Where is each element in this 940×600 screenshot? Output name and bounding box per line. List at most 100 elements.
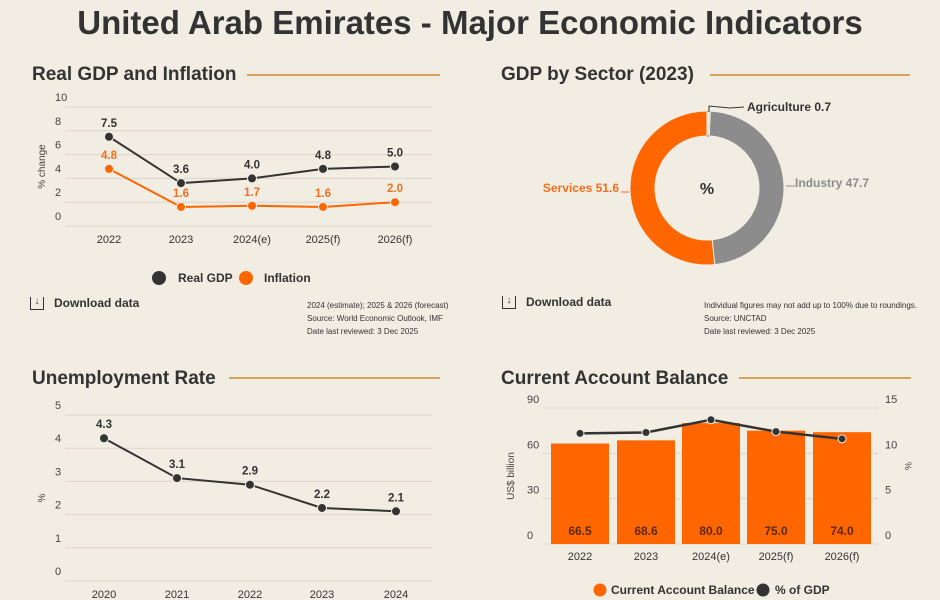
download-data-button[interactable]: ↓ Download data — [502, 295, 611, 309]
data-point — [247, 173, 257, 184]
title-rule — [710, 74, 910, 76]
slice-label: Services 51.6 — [543, 181, 619, 195]
bar-label: 80.0 — [699, 524, 723, 538]
y-tick-label: 5 — [55, 400, 61, 412]
data-point — [104, 163, 114, 174]
title-rule — [229, 377, 440, 379]
y-tick-label: 30 — [527, 485, 539, 497]
title-rule — [247, 74, 440, 76]
data-point — [176, 178, 186, 189]
bar — [747, 430, 805, 544]
data-label: 7.5 — [101, 118, 118, 130]
x-tick-label: 2024(e) — [233, 234, 271, 246]
data-label: 4.3 — [96, 419, 112, 431]
y-tick-label: 10 — [55, 92, 67, 104]
note-line: Source: World Economic Outlook, IMF — [307, 314, 443, 323]
data-label: 1.6 — [315, 188, 331, 200]
y-tick-label: 0 — [55, 566, 61, 578]
slice-label: Industry 47.7 — [795, 176, 869, 190]
data-point — [172, 473, 182, 484]
bar — [682, 423, 740, 544]
x-tick-label: 2026(f) — [825, 551, 860, 563]
download-label: Download data — [54, 296, 140, 310]
data-label: 1.7 — [244, 187, 260, 199]
data-label: 2.1 — [388, 492, 405, 504]
legend-label: % of GDP — [775, 583, 830, 597]
legend-label: Real GDP — [178, 271, 233, 285]
bar-label: 74.0 — [830, 524, 854, 538]
y-tick-label: 1 — [55, 533, 61, 545]
x-tick-label: 2023 — [310, 589, 334, 600]
page-title: United Arab Emirates - Major Economic In… — [77, 4, 863, 41]
y-axis-label: % — [37, 493, 48, 502]
data-point — [176, 201, 186, 212]
y-right-axis-label: % — [903, 462, 913, 470]
center-label: % — [700, 181, 714, 198]
data-point — [245, 479, 255, 490]
data-label: 1.6 — [173, 188, 189, 200]
x-tick-label: 2025(f) — [759, 551, 794, 563]
y-tick-label: 2 — [55, 187, 61, 199]
data-point — [706, 415, 716, 425]
x-tick-label: 2022 — [238, 589, 262, 600]
x-tick-label: 2025(f) — [306, 234, 341, 246]
legend-marker — [756, 583, 770, 597]
x-tick-label: 2023 — [169, 234, 193, 246]
donut-slice — [629, 110, 716, 266]
bar — [617, 440, 675, 544]
data-label: 4.0 — [244, 159, 260, 171]
data-point — [641, 427, 651, 437]
data-point — [318, 201, 328, 212]
chart-notes: 2024 (estimate); 2025 & 2026 (forecast) … — [307, 299, 448, 338]
legend-marker — [152, 271, 166, 285]
y-tick-label: 0 — [55, 211, 61, 223]
note-line: Individual figures may not add up to 100… — [704, 301, 918, 310]
data-label: 2.2 — [314, 489, 330, 501]
legend-label: Current Account Balance — [611, 583, 755, 597]
current-account-title: Current Account Balance — [501, 368, 729, 389]
note-line: Date last reviewed: 3 Dec 2025 — [704, 327, 816, 336]
data-point — [771, 427, 781, 437]
data-point — [390, 197, 400, 208]
data-point — [575, 428, 585, 438]
note-line: Source: UNCTAD — [704, 314, 767, 323]
y-axis-label: US$ billion — [506, 452, 517, 500]
download-icon: ↓ — [30, 296, 44, 310]
note-line: Date last reviewed: 3 Dec 2025 — [307, 327, 419, 336]
y-tick-label: 4 — [55, 163, 61, 175]
x-tick-label: 2020 — [92, 589, 116, 600]
chart-notes: Individual figures may not add up to 100… — [704, 299, 917, 338]
x-tick-label: 2022 — [568, 551, 592, 563]
data-point — [317, 502, 327, 513]
bar — [813, 432, 871, 544]
data-point — [837, 434, 847, 444]
legend-label: Inflation — [264, 271, 311, 285]
data-point — [391, 506, 401, 517]
download-icon: ↓ — [502, 295, 516, 309]
data-label: 2.0 — [387, 183, 403, 195]
gdp-sector-title: GDP by Sector (2023) — [501, 64, 694, 85]
y-tick-label: 3 — [55, 466, 61, 478]
data-point — [247, 200, 257, 211]
y-right-tick-label: 15 — [885, 394, 897, 406]
note-line: 2024 (estimate); 2025 & 2026 (forecast) — [307, 301, 449, 310]
y-right-tick-label: 5 — [885, 485, 891, 497]
y-tick-label: 2 — [55, 500, 61, 512]
data-label: 3.6 — [173, 164, 189, 176]
y-tick-label: 6 — [55, 140, 61, 152]
y-right-tick-label: 0 — [885, 530, 891, 542]
bar-label: 75.0 — [764, 524, 788, 538]
legend-marker — [239, 271, 253, 285]
donut-slice — [708, 110, 785, 266]
data-point — [99, 433, 109, 444]
bar-label: 68.6 — [634, 524, 658, 538]
download-data-button[interactable]: ↓ Download data — [30, 296, 139, 310]
y-tick-label: 90 — [527, 394, 539, 406]
x-tick-label: 2024(e) — [692, 551, 730, 563]
data-label: 5.0 — [387, 148, 403, 160]
x-tick-label: 2022 — [97, 234, 121, 246]
x-tick-label: 2021 — [165, 589, 189, 600]
gdp-inflation-title: Real GDP and Inflation — [32, 64, 237, 85]
data-point — [104, 131, 114, 142]
